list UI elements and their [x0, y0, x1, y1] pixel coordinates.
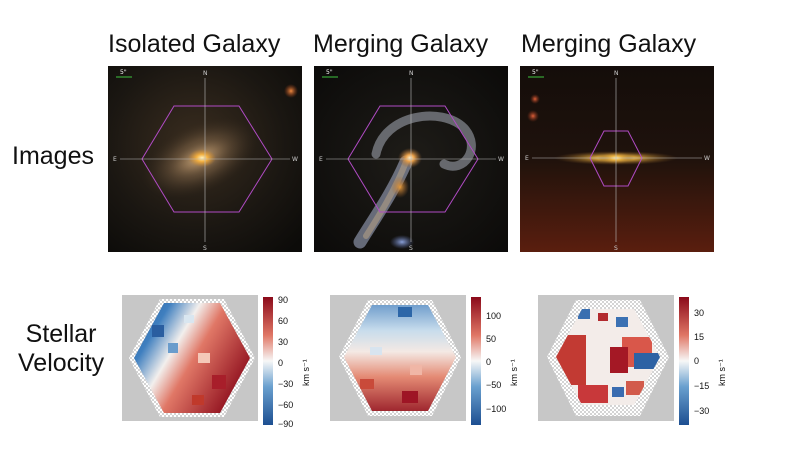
colorbar-2-tick: 100 [486, 311, 502, 321]
colorbar-2-tick: 50 [486, 334, 497, 344]
compass-n-3: N [614, 70, 619, 77]
compass-e-1: E [113, 156, 117, 163]
column-title-3: Merging Galaxy [521, 30, 697, 58]
colorbar-2-tick: −50 [486, 380, 502, 390]
colorbar-2-tick: 0 [486, 357, 492, 367]
colorbar-1-tick: 30 [278, 337, 289, 347]
velocity-map-isolated [122, 295, 258, 421]
compass-w-3: W [704, 155, 710, 162]
colorbar-2-tick: −100 [486, 404, 507, 414]
colorbar-2-unit: km s⁻¹ [509, 359, 519, 386]
row-label-stellar: Stellar [25, 320, 97, 348]
compass-s-3: S [614, 245, 618, 252]
colorbar-1-unit: km s⁻¹ [301, 359, 311, 386]
colorbar-1-tick: −30 [278, 379, 294, 389]
compass-n-1: N [203, 70, 208, 77]
compass-n-2: N [409, 70, 414, 77]
galaxy-image-isolated: 5" N S E W [108, 66, 302, 252]
colorbar-1-tick: 60 [278, 316, 289, 326]
row-label-velocity: Velocity [18, 348, 105, 377]
scale-label-3: 5" [532, 69, 539, 76]
velocity-map-merging-1 [330, 295, 466, 421]
row-label-stellar-velocity: Stellar Velocity [18, 320, 104, 378]
colorbar-3-unit: km s⁻¹ [717, 359, 727, 386]
compass-s-2: S [409, 245, 413, 252]
scale-label-1: 5" [120, 69, 127, 76]
colorbar-1-tick: 0 [278, 358, 284, 368]
compass-e-2: E [319, 156, 323, 163]
colorbar-3 [679, 297, 689, 425]
colorbar-1-tick: −90 [278, 419, 294, 429]
colorbar-3-tick: −15 [694, 381, 710, 391]
galaxy-image-merging-2: 5" N S E W [520, 66, 714, 252]
colorbar-2 [471, 297, 481, 425]
colorbar-1-tick: 90 [278, 295, 289, 305]
compass-w-2: W [498, 156, 504, 163]
compass-w-1: W [292, 156, 298, 163]
column-title-2: Merging Galaxy [313, 30, 489, 58]
velocity-map-merging-2 [538, 295, 674, 421]
colorbar-1 [263, 297, 273, 425]
colorbar-3-tick: 30 [694, 308, 705, 318]
compass-e-3: E [525, 155, 529, 162]
colorbar-3-tick: −30 [694, 406, 710, 416]
compass-s-1: S [203, 245, 207, 252]
colorbar-1-tick: −60 [278, 400, 294, 410]
scale-label-2: 5" [326, 69, 333, 76]
colorbar-3-tick: 15 [694, 332, 705, 342]
column-title-1: Isolated Galaxy [108, 30, 281, 58]
colorbar-3-tick: 0 [694, 356, 700, 366]
galaxy-image-merging-1: 5" N S E W [314, 66, 508, 252]
row-label-images: Images [12, 142, 94, 170]
